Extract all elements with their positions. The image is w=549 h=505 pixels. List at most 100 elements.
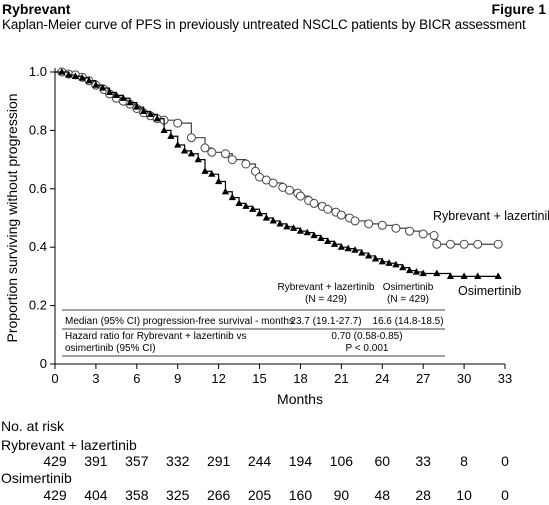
y-tick-label: 0.8 — [29, 122, 47, 137]
risk-table-heading: No. at risk — [1, 418, 65, 434]
x-tick-label: 9 — [174, 371, 181, 386]
censor-marker-osimertinib — [78, 73, 86, 81]
censor-marker-osimertinib — [365, 251, 373, 259]
censor-marker-rybrevant — [295, 191, 305, 201]
chart-subtitle: Kaplan-Meier curve of PFS in previously … — [2, 17, 526, 32]
censor-marker-osimertinib — [215, 177, 223, 185]
y-tick-label: 0.2 — [29, 298, 47, 313]
y-axis-label: Proportion surviving without progression — [4, 93, 20, 342]
censor-marker-rybrevant — [391, 223, 401, 233]
censor-marker-osimertinib — [146, 110, 155, 117]
censor-marker-osimertinib — [133, 103, 141, 110]
censor-marker-osimertinib — [283, 222, 291, 230]
censor-marker-osimertinib — [221, 187, 230, 195]
censor-marker-osimertinib — [330, 240, 339, 247]
censor-marker-osimertinib — [290, 224, 298, 231]
censor-marker-osimertinib — [324, 237, 332, 244]
inset-row2-label-line2: osimertinib (95% CI) — [65, 343, 156, 354]
censor-marker-osimertinib — [201, 167, 209, 174]
censor-marker-osimertinib — [119, 94, 127, 101]
censor-marker-osimertinib — [235, 199, 243, 206]
risk-row-rybrevant: 429 391 357 332 291 244 194 106 60 33 8 0 — [0, 453, 549, 471]
censor-marker-osimertinib — [71, 72, 80, 79]
risk-count: 429 — [43, 487, 67, 503]
censor-marker-rybrevant — [364, 219, 374, 229]
risk-count: 0 — [501, 487, 509, 503]
censor-marker-osimertinib — [194, 155, 202, 163]
censor-marker-osimertinib — [378, 257, 386, 265]
censor-marker-rybrevant — [445, 239, 455, 249]
y-tick-label: 0.6 — [29, 181, 47, 196]
chart-curves — [55, 67, 503, 279]
inset-row1-val2: 16.6 (14.8-18.5) — [372, 316, 443, 327]
curve-label-osimertinib: Osimertinib — [458, 284, 521, 298]
censor-marker-rybrevant — [405, 226, 415, 236]
censor-marker-osimertinib — [446, 272, 455, 279]
risk-row-label-osimertinib: Osimertinib — [1, 470, 72, 486]
risk-count: 404 — [84, 487, 108, 503]
censor-marker-rybrevant — [173, 118, 183, 128]
x-tick-label: 12 — [211, 371, 225, 386]
inset-row2-label-line1: Hazard ratio for Rybrevant + lazertinib … — [65, 331, 246, 342]
censor-marker-rybrevant — [309, 198, 319, 208]
censor-marker-rybrevant — [200, 143, 210, 153]
censor-marker-osimertinib — [92, 81, 100, 88]
censor-marker-osimertinib — [58, 68, 66, 75]
censor-marker-osimertinib — [351, 246, 359, 253]
risk-count: 429 — [43, 453, 67, 469]
y-tick-label: 1.0 — [29, 64, 47, 79]
censor-marker-rybrevant — [241, 159, 251, 169]
x-tick-label: 33 — [498, 371, 512, 386]
censor-marker-osimertinib — [153, 114, 161, 122]
censor-marker-osimertinib — [105, 88, 114, 96]
censor-marker-osimertinib — [276, 219, 284, 227]
censor-marker-rybrevant — [227, 155, 237, 165]
x-tick-label: 3 — [92, 371, 99, 386]
censor-marker-rybrevant — [323, 204, 333, 214]
risk-count: 325 — [166, 487, 190, 503]
censor-marker-rybrevant — [377, 220, 387, 230]
y-tick-label: 0 — [40, 356, 47, 371]
brand-title: Rybrevant — [2, 1, 71, 17]
censor-marker-osimertinib — [344, 244, 352, 252]
risk-count: 357 — [125, 453, 149, 469]
risk-count: 28 — [415, 487, 431, 503]
x-axis-label: Months — [277, 391, 323, 407]
inset-col1-head-line2: (N = 429) — [305, 294, 347, 305]
censor-marker-osimertinib — [371, 254, 380, 262]
figure-label: Figure 1 — [491, 1, 546, 17]
inset-row2-val1: 0.70 (0.58-0.85) — [331, 331, 402, 342]
risk-count: 90 — [333, 487, 350, 503]
censor-marker-osimertinib — [85, 76, 93, 84]
censor-marker-osimertinib — [317, 234, 325, 242]
inset-results-table: Rybrevant + lazertinib (N = 429) Osimert… — [62, 282, 445, 357]
x-tick-label: 30 — [457, 371, 471, 386]
risk-count: 33 — [415, 453, 431, 469]
censor-marker-osimertinib — [358, 249, 366, 256]
risk-count: 194 — [288, 453, 313, 469]
censor-marker-rybrevant — [418, 229, 428, 239]
inset-row1-label: Median (95% CI) progression-free surviva… — [65, 316, 294, 327]
curve-label-rybrevant: Rybrevant + lazertinib — [433, 209, 549, 223]
x-tick-label: 27 — [416, 371, 430, 386]
risk-count: 205 — [247, 487, 272, 503]
censor-marker-osimertinib — [303, 228, 311, 236]
risk-count: 244 — [247, 453, 272, 469]
risk-count: 106 — [329, 453, 354, 469]
risk-count: 332 — [166, 453, 190, 469]
censor-marker-rybrevant — [473, 239, 483, 249]
censor-marker-osimertinib — [65, 70, 73, 78]
censor-marker-osimertinib — [167, 132, 175, 139]
censor-marker-rybrevant — [429, 231, 439, 241]
risk-count: 160 — [288, 487, 313, 503]
risk-count: 291 — [206, 453, 231, 469]
censor-marker-rybrevant — [493, 239, 503, 249]
censor-marker-osimertinib — [405, 266, 414, 274]
censor-marker-osimertinib — [412, 268, 420, 275]
censor-marker-osimertinib — [385, 259, 393, 266]
censor-marker-osimertinib — [310, 231, 318, 239]
x-tick-label: 0 — [51, 371, 58, 386]
inset-row1-val1: 23.7 (19.1-27.7) — [290, 316, 361, 327]
inset-row2-val2: P < 0.001 — [346, 343, 389, 354]
x-tick-label: 24 — [375, 371, 389, 386]
